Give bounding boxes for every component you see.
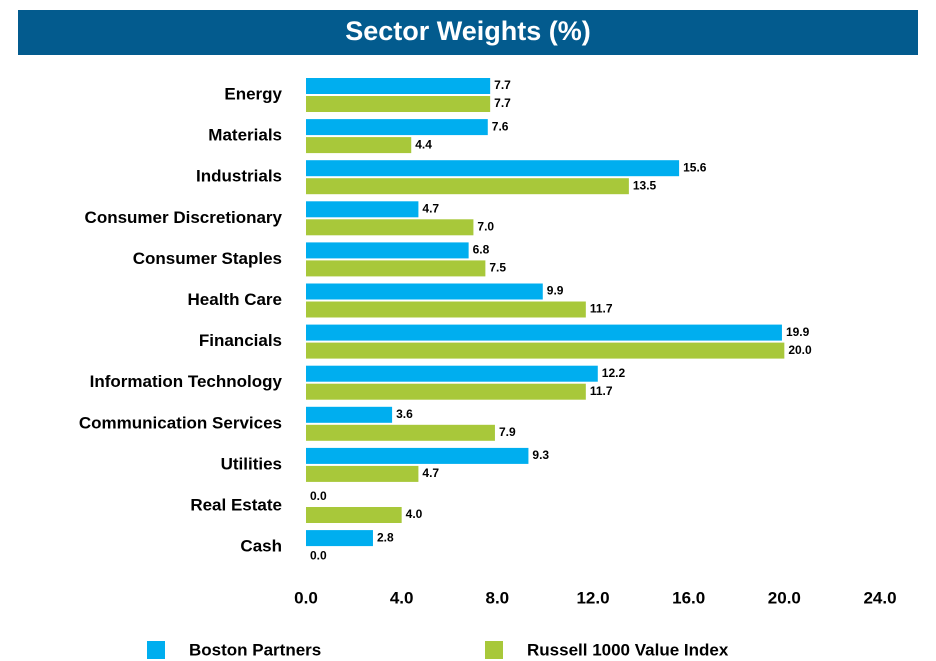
bar [306,365,598,382]
category-label: Real Estate [190,495,282,514]
bar [306,242,469,259]
bar [306,447,529,464]
x-tick-label: 0.0 [294,588,318,607]
category-label: Industrials [196,167,282,186]
chart-title: Sector Weights (%) [345,16,591,46]
legend-swatch [485,641,503,659]
value-label: 7.7 [494,78,511,92]
legend-swatch [147,641,165,659]
x-tick-label: 24.0 [863,588,896,607]
value-label: 4.0 [406,507,423,521]
value-label: 7.7 [494,96,511,110]
category-label: Energy [224,84,282,103]
legend-label: Russell 1000 Value Index [527,640,729,659]
bar [306,424,495,441]
bar [306,465,419,482]
bar [306,78,491,94]
bar [306,96,491,112]
bar [306,119,488,136]
category-label: Cash [240,537,282,556]
bar [306,201,419,218]
bar [306,530,373,547]
bar [306,507,402,523]
value-label: 4.7 [422,201,439,215]
value-label: 0.0 [310,489,327,503]
title-banner [18,10,918,55]
bar [306,178,629,195]
legend-label: Boston Partners [189,640,321,659]
bar [306,283,543,300]
x-tick-label: 8.0 [486,588,510,607]
bar [306,137,412,154]
bar [306,324,782,341]
value-label: 3.6 [396,407,413,421]
value-label: 13.5 [633,178,657,192]
category-label: Information Technology [90,372,283,391]
category-label: Materials [208,126,282,145]
value-label: 6.8 [473,243,490,257]
value-label: 4.4 [415,137,432,151]
value-label: 11.7 [590,384,613,398]
bar [306,342,785,359]
category-label: Communication Services [79,413,282,432]
value-label: 19.9 [786,325,810,339]
value-label: 11.7 [590,302,613,316]
value-label: 15.6 [683,160,707,174]
bar [306,160,680,177]
value-label: 9.3 [532,448,549,462]
value-label: 2.8 [377,530,394,544]
x-tick-label: 20.0 [768,588,801,607]
category-label: Consumer Discretionary [85,208,283,227]
value-label: 7.6 [492,119,509,133]
x-tick-label: 4.0 [390,588,414,607]
bar [306,406,393,423]
bar [306,383,586,400]
category-label: Consumer Staples [133,249,282,268]
x-tick-label: 12.0 [576,588,609,607]
value-label: 7.9 [499,425,516,439]
value-label: 7.5 [489,261,506,275]
bar [306,301,586,318]
category-label: Utilities [221,454,282,473]
bar [306,260,486,277]
value-label: 12.2 [602,366,626,380]
value-label: 7.0 [477,219,494,233]
bar [306,219,474,236]
x-tick-label: 16.0 [672,588,705,607]
category-label: Financials [199,331,282,350]
category-label: Health Care [188,290,282,309]
value-label: 20.0 [788,343,812,357]
value-label: 4.7 [422,466,439,480]
value-label: 9.9 [547,284,564,298]
value-label: 0.0 [310,548,327,562]
